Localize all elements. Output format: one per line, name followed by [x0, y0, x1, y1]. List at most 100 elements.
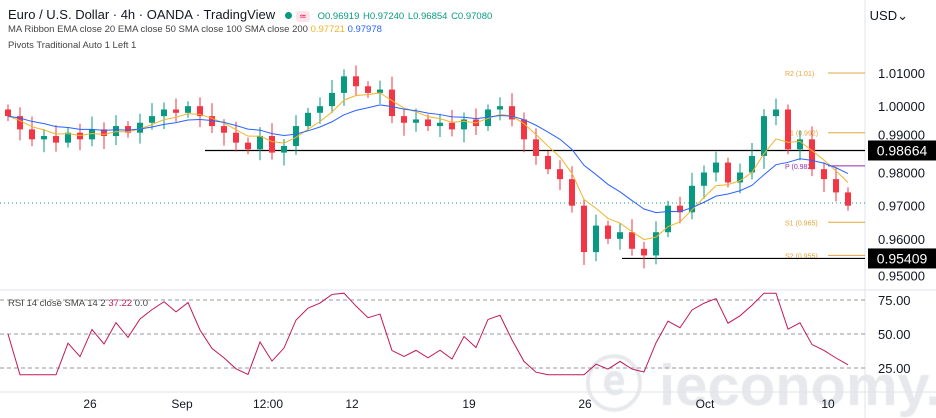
candle-body — [605, 225, 611, 239]
candle-body — [761, 116, 767, 156]
candle-body — [833, 179, 839, 193]
candle-body — [269, 136, 275, 153]
price-tick-label: 1.00000 — [878, 99, 925, 114]
candle-body — [485, 109, 491, 127]
candle-body — [629, 232, 635, 249]
ema-slow-line — [7, 104, 849, 214]
time-tick-label: 19 — [462, 397, 476, 411]
time-tick-label: 26 — [578, 397, 592, 411]
candle-body — [821, 169, 827, 180]
level-price-tag — [868, 248, 936, 269]
time-tick-label: 10 — [821, 397, 835, 411]
candle-body — [161, 109, 167, 117]
open-value: O0.96919 — [317, 11, 360, 22]
time-tick-label: Sep — [171, 397, 193, 411]
candle-body — [533, 139, 539, 156]
candle-body — [257, 136, 263, 150]
level-price-label: 0.98664 — [877, 142, 928, 158]
candle-body — [29, 129, 35, 140]
candle-body — [125, 126, 131, 133]
candle-body — [281, 145, 287, 153]
candle-body — [809, 139, 815, 170]
low-value: L0.96854 — [407, 11, 448, 22]
candle-body — [449, 122, 455, 130]
candle-body — [365, 86, 371, 93]
level-price-label: 0.95409 — [877, 250, 928, 266]
price-tick-label: 1.01000 — [878, 66, 925, 81]
pivot-label: R2 (1.01) — [785, 71, 814, 78]
candle-body — [209, 116, 215, 127]
candle-body — [797, 139, 803, 150]
candle-body — [341, 76, 347, 93]
candle-body — [521, 119, 527, 140]
candle-body — [293, 126, 299, 146]
candle-body — [89, 129, 95, 140]
candle-body — [173, 109, 179, 113]
candle-body — [713, 162, 719, 173]
candle-body — [101, 129, 107, 137]
candle-body — [17, 116, 23, 130]
candle-body — [665, 205, 671, 233]
time-tick-label: Oct — [696, 397, 715, 411]
level-price-tag — [868, 140, 936, 161]
rsi-value: 37.22 — [108, 298, 133, 309]
price-tick-label: 0.98000 — [878, 166, 925, 181]
price-tick-label: 0.99000 — [878, 127, 925, 142]
rsi-sma-value: 0.0 — [134, 298, 148, 309]
candle-body — [377, 89, 383, 93]
candle-body — [593, 225, 599, 253]
rsi-label: RSI 14 close SMA 14 2 — [8, 298, 106, 309]
candle-body — [221, 126, 227, 133]
candle-body — [677, 205, 683, 213]
candle-body — [53, 136, 59, 143]
candle-body — [545, 155, 551, 170]
currency-selector[interactable]: USD⌄ — [869, 8, 908, 23]
price-tick-label: 0.97000 — [878, 199, 925, 214]
candle-body — [233, 132, 239, 143]
rsi-legend[interactable]: RSI 14 close SMA 14 2 37.22 0.0 — [8, 298, 148, 309]
pivot-label: R1 (0.992) — [785, 131, 818, 138]
candle-body — [749, 155, 755, 173]
currency-label: USD — [869, 8, 898, 23]
candle-body — [413, 119, 419, 123]
candle-body — [701, 172, 707, 186]
time-tick-label: 26 — [83, 397, 97, 411]
candle-body — [5, 109, 11, 117]
ma-legend[interactable]: MA Ribbon EMA close 20 EMA close 50 SMA … — [8, 24, 382, 35]
time-tick-label: 12:00 — [253, 397, 283, 411]
candle-body — [353, 76, 359, 87]
candle-body — [437, 122, 443, 127]
pivots-legend[interactable]: Pivots Traditional Auto 1 Left 1 — [8, 40, 137, 51]
candle-body — [581, 205, 587, 253]
candle-body — [317, 106, 323, 113]
candle-body — [509, 106, 515, 120]
candle-body — [461, 119, 467, 130]
candle-body — [41, 136, 47, 140]
candle-body — [641, 248, 647, 256]
candle-body — [113, 126, 119, 137]
time-tick-label: 12 — [345, 397, 359, 411]
candle-body — [137, 122, 143, 133]
candle-body — [425, 119, 431, 127]
candle-body — [725, 162, 731, 183]
candle-body — [65, 132, 71, 143]
candle-body — [329, 92, 335, 107]
candle-body — [389, 89, 395, 117]
candle-body — [149, 116, 155, 123]
candle-body — [569, 179, 575, 206]
candle-body — [845, 192, 851, 206]
price-tick-label: 0.95000 — [878, 268, 925, 283]
candle-body — [773, 109, 779, 117]
candle-body — [197, 106, 203, 117]
candle-body — [497, 106, 503, 110]
rsi-tick-label: 75.00 — [878, 293, 911, 308]
ma-value-1: 0.97721 — [310, 24, 345, 35]
high-value: H0.97240 — [362, 11, 405, 22]
candle-body — [617, 232, 623, 239]
ma-value-2: 0.97978 — [347, 24, 382, 35]
candle-body — [785, 109, 791, 150]
symbol-title[interactable]: Euro / U.S. Dollar · 4h · OANDA · Tradin… — [8, 7, 276, 22]
pivot-label: P (0.982) — [785, 164, 814, 171]
rsi-tick-label: 25.00 — [878, 361, 911, 376]
